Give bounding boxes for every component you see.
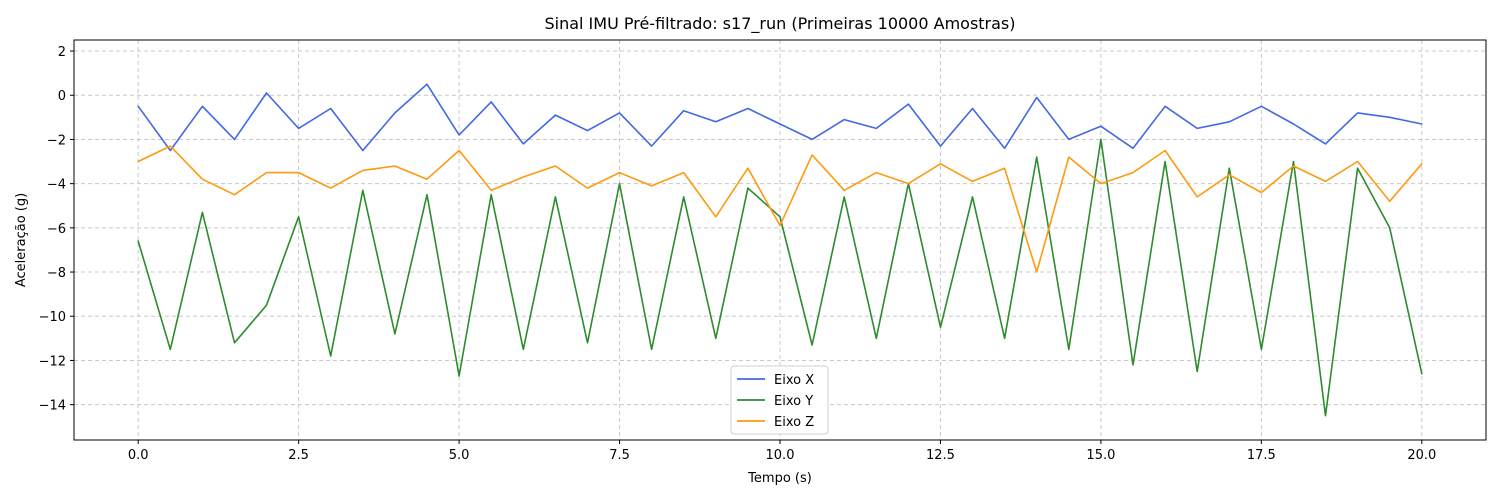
series-group — [137, 83, 1423, 417]
series-line-eixo-x — [137, 83, 1423, 152]
legend-label: Eixo Y — [774, 394, 813, 409]
grid — [74, 40, 1486, 440]
y-tick-label: −2 — [47, 133, 66, 148]
y-tick-label: −4 — [47, 178, 66, 193]
y-tick-label: −10 — [39, 310, 66, 325]
y-tick-label: −12 — [39, 354, 66, 369]
y-tick-label: −14 — [39, 399, 66, 414]
series-line-eixo-y — [137, 138, 1423, 417]
legend: Eixo X Eixo Y Eixo Z — [730, 365, 829, 435]
x-tick-label: 10.0 — [766, 448, 795, 463]
y-tick-label: −8 — [47, 266, 66, 281]
x-tick-label: 20.0 — [1407, 448, 1436, 463]
x-tick-label: 0.0 — [128, 448, 149, 463]
legend-label: Eixo Z — [774, 415, 814, 430]
y-tick-label: −6 — [47, 222, 66, 237]
x-tick-label: 7.5 — [609, 448, 630, 463]
ticks: 0.0 2.5 5.0 7.5 10.0 12.5 15.0 17.5 20.0 2 0 −2 −4 −6… — [39, 45, 1437, 463]
y-axis-label: Aceleração (g) — [14, 193, 29, 287]
x-tick-label: 17.5 — [1247, 448, 1276, 463]
x-axis-label: Tempo (s) — [747, 471, 812, 486]
x-tick-label: 5.0 — [449, 448, 470, 463]
x-tick-label: 2.5 — [288, 448, 309, 463]
x-tick-label: 15.0 — [1086, 448, 1115, 463]
x-tick-label: 12.5 — [926, 448, 955, 463]
legend-label: Eixo X — [774, 373, 814, 388]
legend-box — [730, 365, 829, 435]
series-line-eixo-z — [137, 145, 1423, 273]
y-tick-label: 2 — [58, 45, 66, 60]
y-tick-label: 0 — [58, 89, 66, 104]
chart-title: Sinal IMU Pré-filtrado: s17_run (Primeir… — [544, 14, 1015, 34]
